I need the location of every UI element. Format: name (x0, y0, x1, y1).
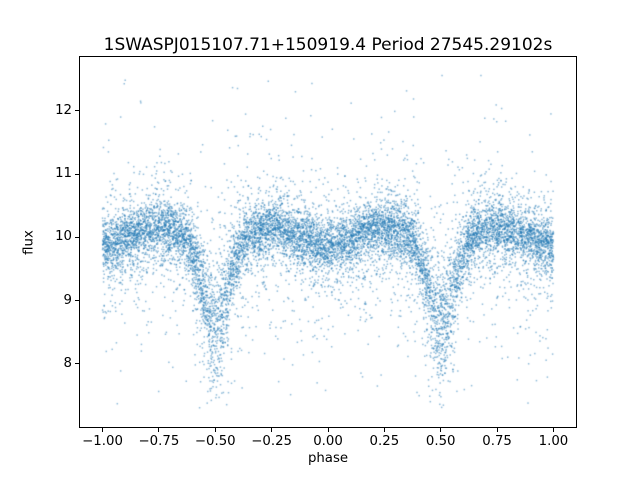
x-tick-mark (158, 428, 160, 432)
y-tick-mark (75, 300, 79, 301)
y-tick-label: 9 (63, 292, 72, 308)
y-tick-label: 8 (63, 355, 72, 371)
x-tick-label: −0.25 (251, 434, 292, 449)
y-tick-mark (75, 173, 79, 175)
x-axis-label: phase (307, 451, 349, 466)
x-tick-label: 0.50 (425, 434, 456, 449)
plot-area (79, 56, 577, 428)
x-tick-label: −0.50 (194, 434, 236, 449)
chart-title: 1SWASPJ015107.71+150919.4 Period 27545.2… (103, 35, 553, 55)
y-tick-label: 12 (55, 102, 72, 118)
y-tick-label: 11 (55, 166, 72, 181)
x-tick-label: −0.75 (138, 434, 180, 449)
x-tick-mark (552, 428, 554, 432)
x-tick-label: 1.00 (538, 434, 569, 449)
y-tick-label: 10 (55, 229, 72, 245)
scatter-canvas (80, 57, 576, 427)
x-tick-mark (271, 428, 273, 432)
x-tick-mark (383, 428, 385, 432)
x-tick-label: 0.25 (369, 434, 400, 449)
x-tick-mark (496, 428, 498, 432)
y-tick-mark (75, 363, 79, 365)
x-tick-mark (327, 428, 329, 432)
y-tick-mark (75, 236, 79, 238)
x-tick-label: 0.75 (482, 434, 512, 449)
x-tick-mark (102, 428, 104, 432)
x-tick-mark (440, 428, 442, 432)
y-tick-mark (75, 110, 79, 112)
x-tick-mark (214, 428, 216, 432)
x-tick-label: −1.00 (82, 434, 123, 449)
y-axis-label: flux (21, 230, 37, 255)
x-tick-label: 0.00 (313, 434, 343, 449)
